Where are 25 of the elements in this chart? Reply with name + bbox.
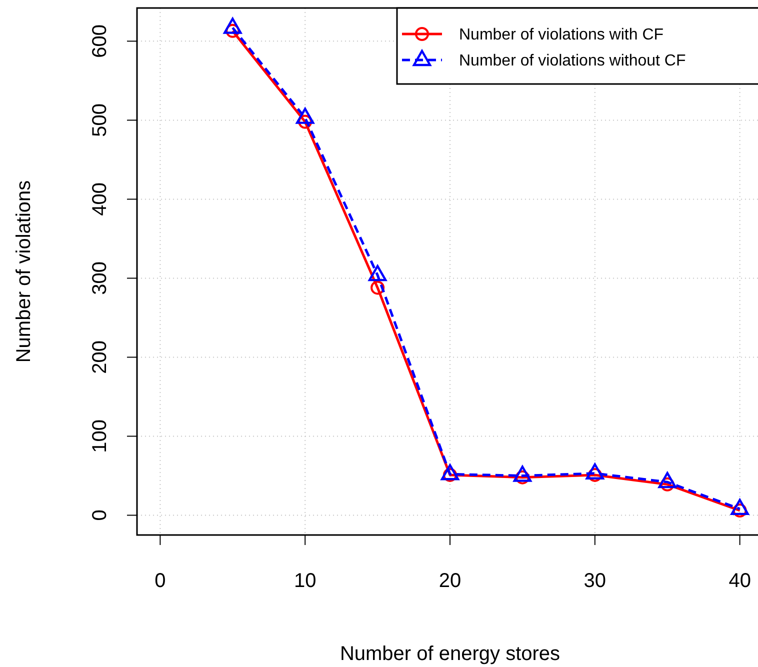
y-tick-label: 100 [89, 420, 111, 453]
x-tick-label: 10 [294, 570, 316, 592]
y-tick-label: 500 [89, 104, 111, 137]
point [224, 18, 242, 34]
point [440, 464, 460, 480]
point [296, 108, 314, 124]
y-tick-label: 400 [89, 182, 111, 216]
x-tick-label: 30 [584, 570, 606, 592]
y-tick-label: 0 [89, 510, 111, 521]
y-tick-label: 600 [89, 24, 111, 58]
y-tick-label: 300 [89, 262, 111, 295]
legend-label: Number of violations with CF [459, 26, 664, 44]
legend-label: Number of violations without CF [459, 52, 686, 70]
point [513, 466, 532, 482]
x-tick-label: 20 [438, 570, 462, 592]
point [730, 498, 749, 516]
y-axis-title: Number of violations [13, 180, 35, 363]
x-tick-label: 0 [154, 570, 166, 592]
point [368, 264, 387, 282]
y-tick-label: 200 [89, 340, 111, 374]
x-tick-label: 40 [728, 570, 751, 592]
point [370, 280, 385, 295]
point [586, 463, 604, 480]
point [658, 472, 676, 488]
x-axis-title: Number of energy stores [340, 643, 560, 665]
